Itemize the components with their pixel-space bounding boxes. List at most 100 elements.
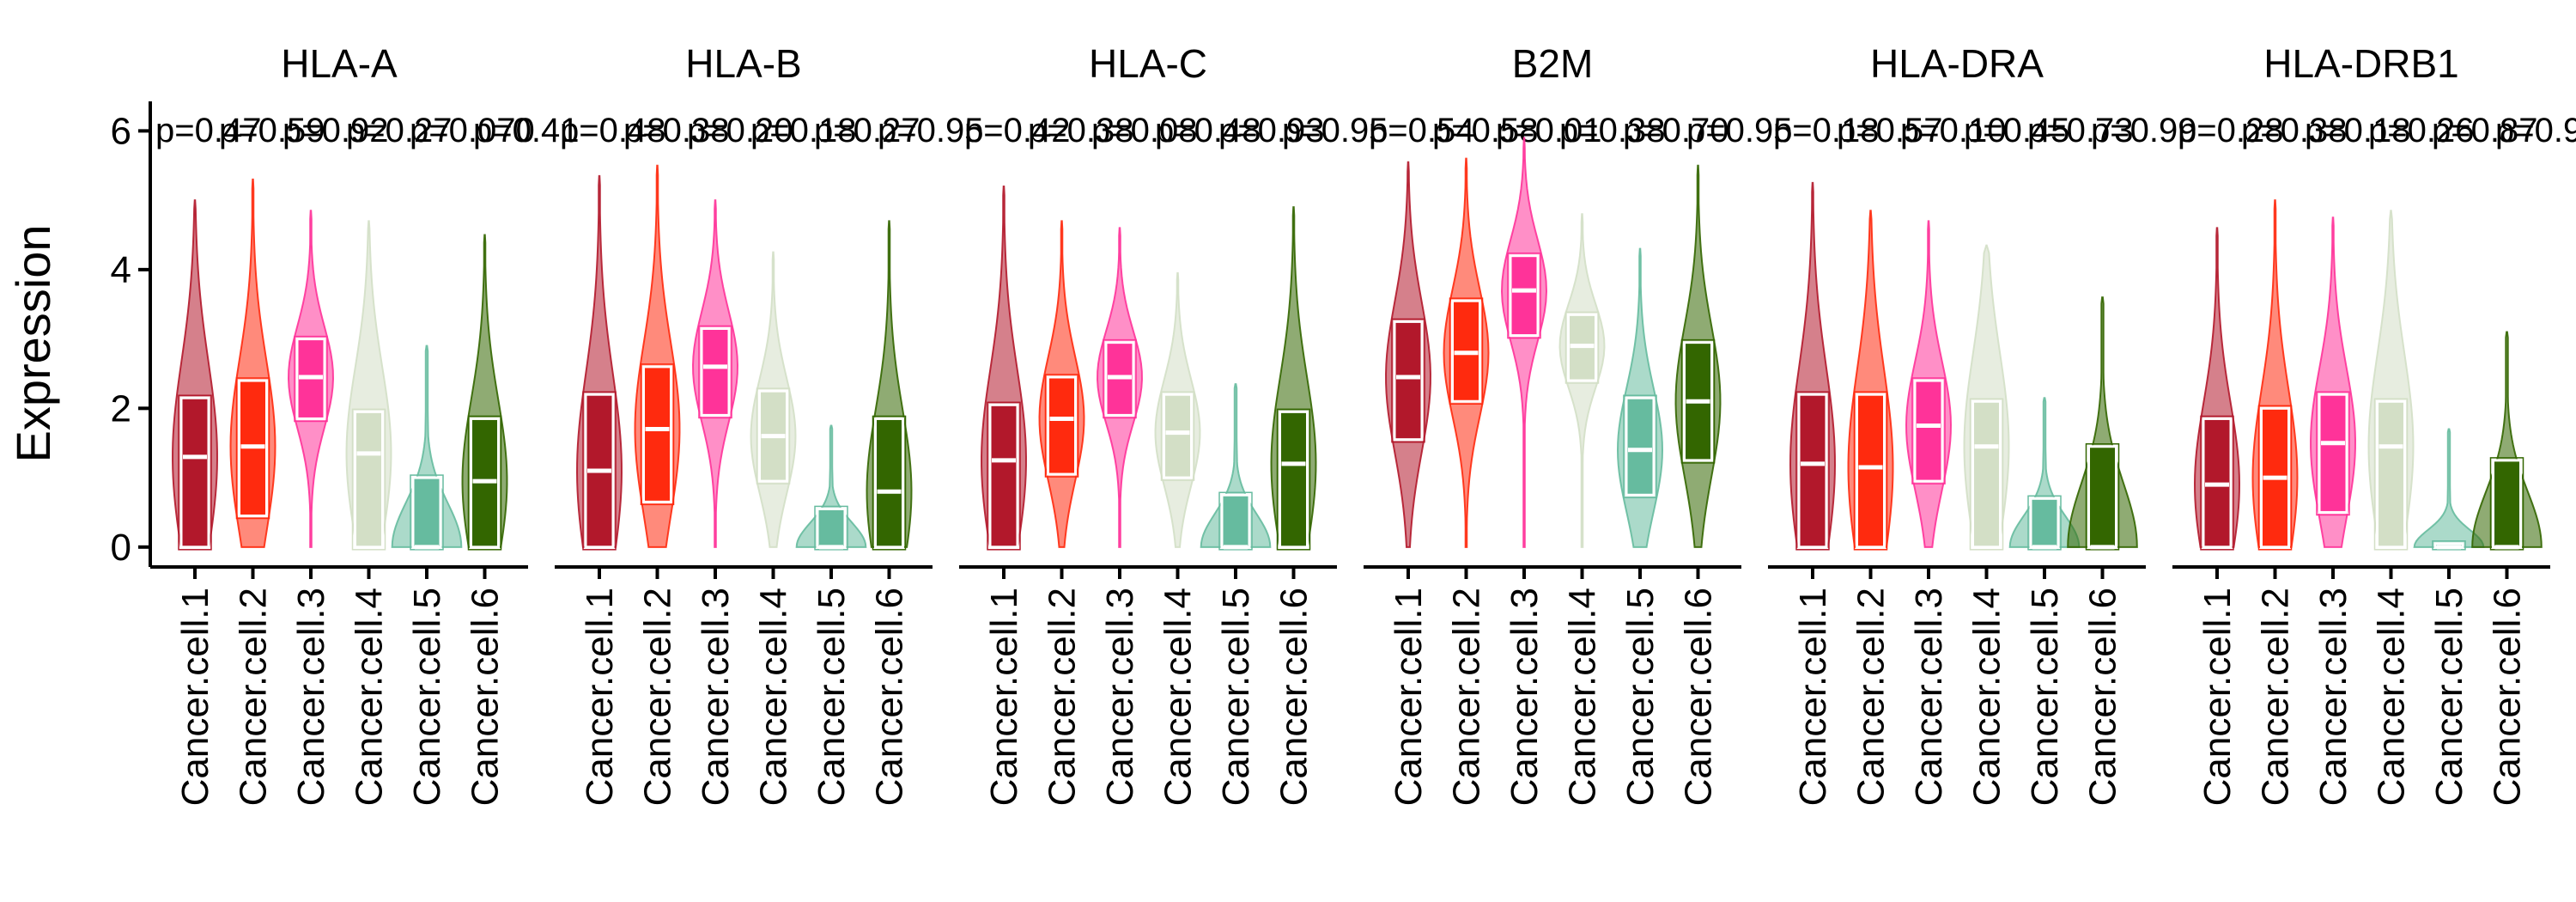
x-tick-label: Cancer.cell.6	[1273, 588, 1315, 806]
iqr-box	[2318, 393, 2348, 514]
p-value-label: p=0.38	[2241, 112, 2347, 149]
x-tick-label: Cancer.cell.4	[2371, 588, 2413, 806]
p-value-label: p=0.98	[2495, 112, 2576, 149]
p-value-label: p=0.54	[1369, 112, 1474, 149]
p-value-label: p=0.48	[560, 112, 665, 149]
x-tick-label: Cancer.cell.6	[465, 588, 507, 806]
x-tick-label: Cancer.cell.4	[349, 588, 391, 806]
x-tick-label: Cancer.cell.4	[1157, 588, 1200, 806]
p-value-label: p=0.08	[1091, 112, 1197, 149]
p-value-label: p=0.70	[1623, 112, 1728, 149]
p-value-label: p=0.59	[219, 112, 325, 149]
p-value-label: p=0.18	[2305, 112, 2410, 149]
iqr-box	[2029, 497, 2060, 549]
panel-hla-b: HLA-B Cancer.cell.1 p=0.48 Cancer.cell.2 p=0…	[555, 41, 983, 806]
p-value-label: p=0.57	[1837, 112, 1942, 149]
iqr-box-outline	[2316, 391, 2350, 516]
iqr-box-outline	[1680, 338, 1716, 464]
iqr-box-outline	[2489, 457, 2524, 551]
y-tick-label: 0	[111, 527, 131, 569]
p-value-label: p=0.48	[1155, 112, 1261, 149]
iqr-box-outline	[2085, 442, 2120, 551]
x-tick-label: Cancer.cell.6	[2487, 588, 2529, 806]
iqr-box	[1220, 493, 1251, 549]
iqr-box	[1047, 375, 1077, 476]
iqr-box	[354, 410, 384, 549]
x-tick-label: Cancer.cell.1	[983, 588, 1025, 806]
p-value-label: p=0.18	[1773, 112, 1879, 149]
iqr-box-outline	[987, 401, 1021, 551]
p-value-label: p=0.95	[878, 112, 983, 149]
x-tick-label: Cancer.cell.6	[869, 588, 911, 806]
panel-hla-c: HLA-C Cancer.cell.1 p=0.42 Cancer.cell.2 p=0…	[959, 41, 1388, 806]
x-tick-label: Cancer.cell.4	[1966, 588, 2008, 806]
panel-hla-dra: HLA-DRA Cancer.cell.1 p=0.18 Cancer.cell.2 p…	[1768, 41, 2196, 806]
iqr-box-outline	[698, 325, 732, 419]
x-tick-label: Cancer.cell.5	[1215, 588, 1257, 806]
iqr-box-outline	[351, 408, 386, 551]
iqr-box-outline	[2027, 495, 2062, 551]
x-tick-label: Cancer.cell.2	[1446, 588, 1488, 806]
plot-area: 0 2 4 6 HLA-A Cancer.cell.1 p=0.47 Cancer.cell.…	[111, 41, 2576, 806]
panel-title: HLA-DRA	[1870, 41, 2044, 86]
x-tick-label: Cancer.cell.1	[1792, 588, 1834, 806]
p-value-label: p=0.87	[2432, 112, 2537, 149]
iqr-box	[816, 507, 847, 549]
x-tick-label: Cancer.cell.2	[1850, 588, 1893, 806]
iqr-box-outline	[1449, 297, 1484, 405]
iqr-box-outline	[1564, 311, 1600, 384]
panel-title: HLA-C	[1089, 41, 1207, 86]
p-value-label: p=0.41	[473, 112, 579, 149]
iqr-box	[1971, 399, 2002, 549]
iqr-box-outline	[1853, 391, 1888, 551]
p-value-label: p=0.10	[1900, 112, 2006, 149]
x-tick-label: Cancer.cell.6	[1678, 588, 1720, 806]
iqr-box-outline	[410, 474, 444, 551]
iqr-box	[411, 476, 442, 549]
iqr-box-outline	[582, 391, 617, 551]
x-tick-label: Cancer.cell.3	[290, 588, 332, 806]
p-value-label: p=0.27	[346, 112, 452, 149]
iqr-box-outline	[178, 394, 212, 551]
iqr-box	[1856, 393, 1886, 549]
p-value-label: p=0.99	[2091, 112, 2196, 149]
iqr-box-outline	[1795, 391, 1830, 551]
iqr-box-outline	[1276, 408, 1311, 551]
iqr-box-outline	[2257, 405, 2293, 551]
p-value-label: p=0.38	[623, 112, 729, 149]
x-tick-label: Cancer.cell.1	[1388, 588, 1430, 806]
iqr-box-outline	[2200, 415, 2234, 551]
panel-title: B2M	[1512, 41, 1594, 86]
iqr-box	[2492, 459, 2522, 549]
p-value-label: p=0.95	[1282, 112, 1388, 149]
panel-hla-drb1: HLA-DRB1 Cancer.cell.1 p=0.28 Cancer.cell.2…	[2172, 41, 2576, 806]
iqr-box-outline	[2432, 540, 2466, 551]
p-value-label: p=0.95	[1686, 112, 1792, 149]
p-value-label: p=0.92	[283, 112, 388, 149]
x-tick-label: Cancer.cell.2	[1042, 588, 1084, 806]
iqr-box-outline	[1218, 491, 1253, 551]
iqr-box-outline	[1969, 398, 2004, 551]
p-value-label: p=0.27	[814, 112, 920, 149]
iqr-box-outline	[814, 505, 848, 551]
y-axis-label: Expression	[6, 224, 60, 462]
p-value-label: p=0.01	[1496, 112, 1601, 149]
x-tick-label: Cancer.cell.4	[1562, 588, 1604, 806]
p-value-label: p=0.070	[410, 112, 535, 149]
x-tick-label: Cancer.cell.1	[579, 588, 621, 806]
x-tick-label: Cancer.cell.2	[637, 588, 679, 806]
iqr-box-outline	[467, 415, 502, 551]
iqr-box-outline	[756, 387, 791, 485]
x-tick-label: Cancer.cell.3	[1099, 588, 1141, 806]
x-tick-label: Cancer.cell.6	[2082, 588, 2124, 806]
x-tick-label: Cancer.cell.1	[174, 588, 216, 806]
p-value-label: p=0.38	[1559, 112, 1665, 149]
panel-hla-a: HLA-A Cancer.cell.1 p=0.47 Cancer.cell.2 p=0…	[150, 41, 579, 806]
p-value-label: p=0.58	[1432, 112, 1538, 149]
iqr-box	[1393, 320, 1424, 442]
x-tick-label: Cancer.cell.5	[2428, 588, 2470, 806]
iqr-box	[1509, 254, 1540, 338]
iqr-box-outline	[1160, 391, 1195, 481]
x-tick-label: Cancer.cell.2	[2255, 588, 2297, 806]
iqr-box	[1279, 410, 1309, 549]
